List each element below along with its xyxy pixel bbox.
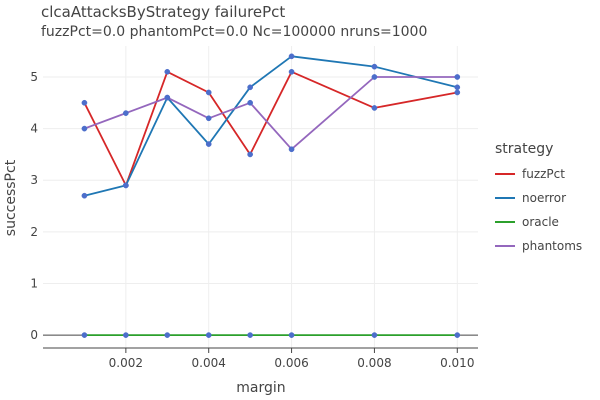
- data-point-phantoms: [164, 94, 171, 101]
- x-tick-label: 0.010: [440, 356, 474, 370]
- y-tick-label: 1: [30, 276, 38, 290]
- x-tick-label: 0.004: [192, 356, 226, 370]
- y-tick-label: 4: [30, 122, 38, 136]
- data-point-fuzzPct: [288, 68, 295, 75]
- chart-subtitle: fuzzPct=0.0 phantomPct=0.0 Nc=100000 nru…: [41, 24, 427, 40]
- data-point-fuzzPct: [164, 68, 171, 75]
- data-point-oracle: [123, 332, 129, 338]
- data-point-fuzzPct: [205, 89, 212, 96]
- series-lines: [83, 55, 458, 337]
- data-point-phantoms: [247, 99, 253, 106]
- data-point-phantoms: [454, 74, 461, 80]
- data-point-phantoms: [371, 74, 378, 80]
- grid: [43, 46, 478, 348]
- data-point-noerror: [247, 84, 253, 91]
- data-point-oracle: [247, 332, 253, 338]
- legend-label-fuzzPct: fuzzPct: [522, 167, 565, 181]
- x-axis-label: margin: [236, 380, 285, 396]
- legend-title: strategy: [495, 141, 553, 157]
- axes: [43, 334, 478, 353]
- y-axis-label: successPct: [3, 159, 19, 236]
- series-line-phantoms: [84, 76, 458, 151]
- data-point-oracle: [454, 332, 461, 338]
- data-point-phantoms: [81, 125, 88, 132]
- data-point-fuzzPct: [371, 105, 378, 111]
- legend-label-phantoms: phantoms: [522, 239, 582, 253]
- data-point-oracle: [164, 332, 171, 338]
- data-point-fuzzPct: [247, 151, 253, 158]
- y-tick-label: 0: [30, 328, 38, 342]
- series-markers: [81, 53, 461, 338]
- y-tick-label: 2: [30, 225, 38, 239]
- legend-label-oracle: oracle: [522, 215, 559, 229]
- tick-labels: 0.002 0.004 0.006 0.008 0.010 0 1 2 3 4 5: [30, 70, 474, 370]
- data-point-noerror: [371, 63, 378, 70]
- data-point-phantoms: [288, 146, 295, 153]
- x-tick-label: 0.002: [109, 356, 143, 370]
- legend-label-noerror: noerror: [522, 191, 566, 205]
- data-point-noerror: [288, 53, 295, 60]
- data-point-phantoms: [205, 115, 212, 122]
- data-point-fuzzPct: [81, 99, 88, 106]
- y-tick-label: 3: [30, 173, 38, 187]
- data-point-oracle: [288, 332, 295, 338]
- data-point-fuzzPct: [454, 89, 461, 96]
- data-point-noerror: [454, 84, 461, 91]
- data-point-oracle: [371, 332, 378, 338]
- legend: strategy fuzzPct noerror oracle phantoms: [495, 141, 582, 253]
- y-tick-label: 5: [30, 70, 38, 84]
- series-line-fuzzPct: [83, 70, 458, 187]
- data-point-noerror: [205, 141, 212, 147]
- data-point-oracle: [81, 332, 88, 338]
- chart-title: clcaAttacksByStrategy failurePct: [41, 3, 285, 21]
- data-point-noerror: [81, 192, 88, 199]
- series-line-noerror: [84, 55, 458, 197]
- data-point-phantoms: [123, 110, 129, 116]
- x-tick-label: 0.006: [274, 356, 308, 370]
- x-tick-label: 0.008: [357, 356, 391, 370]
- data-point-noerror: [123, 182, 129, 189]
- data-point-oracle: [205, 332, 212, 338]
